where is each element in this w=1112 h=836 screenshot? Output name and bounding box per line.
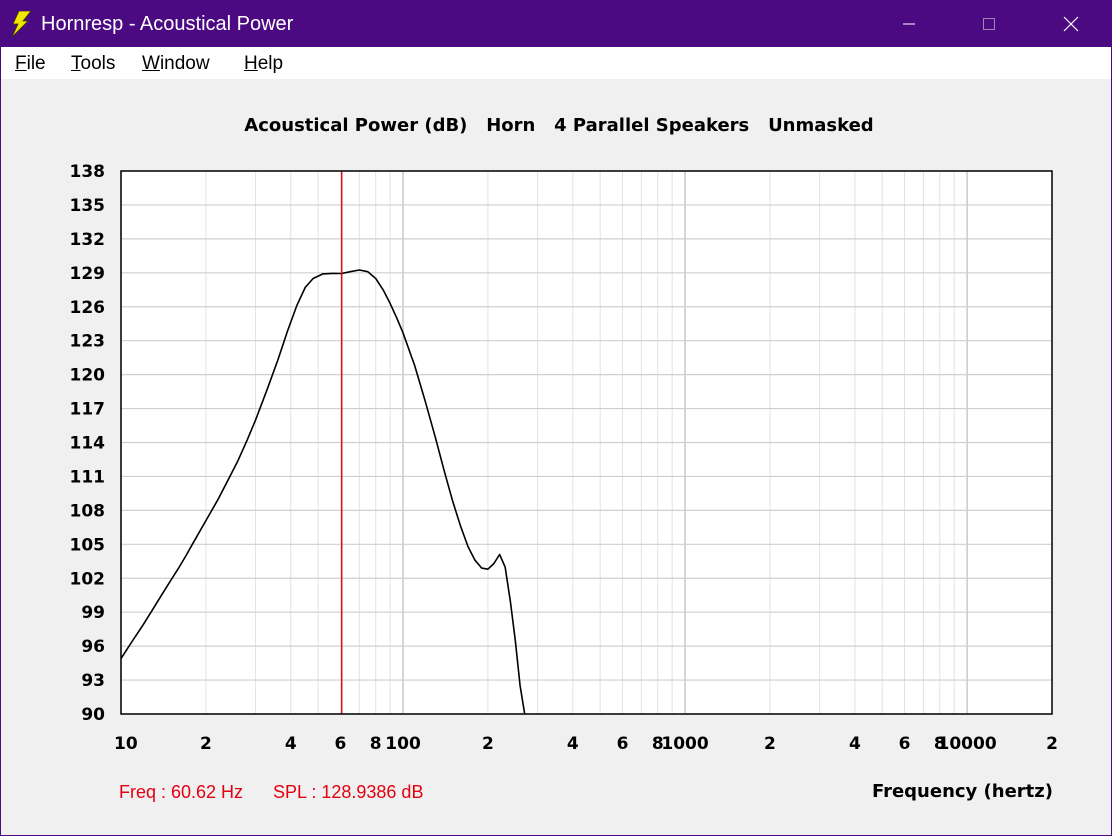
x-tick-label: 8 xyxy=(370,734,382,754)
y-tick-label: 108 xyxy=(70,501,106,521)
y-tick-label: 126 xyxy=(70,298,106,318)
y-tick-label: 117 xyxy=(70,400,106,420)
y-tick-label: 135 xyxy=(70,196,106,216)
y-tick-label: 93 xyxy=(81,671,105,691)
x-tick-label: 2 xyxy=(1046,734,1058,754)
y-tick-label: 99 xyxy=(81,603,105,623)
power-curve xyxy=(121,269,526,714)
close-button[interactable] xyxy=(1041,1,1101,47)
x-tick-label: 4 xyxy=(285,734,297,754)
y-tick-label: 120 xyxy=(70,366,106,386)
window-title: Hornresp - Acoustical Power xyxy=(41,13,294,35)
menu-window[interactable]: Window xyxy=(142,53,210,75)
x-tick-label: 6 xyxy=(617,734,629,754)
menu-tools-rest: ools xyxy=(80,53,116,74)
menu-bar: File Tools Window Help xyxy=(1,47,1111,79)
acoustical-power-chart[interactable]: 1381351321291261231201171141111081051029… xyxy=(1,151,1111,766)
menu-help-rest: elp xyxy=(257,53,284,74)
y-tick-label: 123 xyxy=(70,332,106,352)
x-tick-label: 8 xyxy=(652,734,664,754)
x-tick-label: 6 xyxy=(899,734,911,754)
y-tick-label: 102 xyxy=(70,569,106,589)
menu-tools[interactable]: Tools xyxy=(71,53,115,75)
x-tick-label: 4 xyxy=(567,734,579,754)
major-gridlines xyxy=(120,170,1052,715)
spl-readout: SPL : 128.9386 dB xyxy=(273,782,424,802)
y-tick-label: 132 xyxy=(70,230,106,250)
x-axis-label: Frequency (hertz) xyxy=(871,781,1053,802)
title-bar[interactable]: Hornresp - Acoustical Power xyxy=(1,1,1111,47)
x-tick-label: 100 xyxy=(385,734,421,754)
y-tick-label: 96 xyxy=(81,637,105,657)
y-tick-label: 111 xyxy=(70,467,106,487)
y-tick-label: 105 xyxy=(70,535,106,555)
y-tick-label: 90 xyxy=(81,705,105,725)
x-tick-label: 2 xyxy=(482,734,494,754)
x-tick-label: 6 xyxy=(335,734,347,754)
minimize-button[interactable] xyxy=(879,1,939,47)
chart-title: Acoustical Power (dB) Horn 4 Parallel Sp… xyxy=(244,115,874,136)
menu-help[interactable]: Help xyxy=(244,53,283,75)
maximize-button[interactable] xyxy=(959,1,1019,47)
menu-window-accel: W xyxy=(142,53,160,74)
x-tick-label: 2 xyxy=(764,734,776,754)
plot-frame xyxy=(120,170,1053,715)
x-tick-label: 8 xyxy=(934,734,946,754)
menu-file-rest: ile xyxy=(26,53,46,74)
frequency-readout: Freq : 60.62 Hz xyxy=(119,782,244,802)
maximize-icon xyxy=(983,18,995,30)
menu-window-rest: indow xyxy=(159,53,210,74)
y-tick-label: 138 xyxy=(70,162,106,182)
menu-tools-accel: T xyxy=(71,53,81,74)
close-icon xyxy=(1063,16,1079,32)
x-tick-label: 1000 xyxy=(661,734,708,754)
lightning-bolt-icon xyxy=(11,11,32,37)
menu-file-accel: F xyxy=(15,53,27,74)
y-tick-label: 129 xyxy=(70,264,106,284)
curve-layer xyxy=(121,269,526,714)
menu-help-accel: H xyxy=(244,53,258,74)
x-tick-label: 10000 xyxy=(938,734,997,754)
x-tick-label: 4 xyxy=(849,734,861,754)
x-tick-label: 2 xyxy=(200,734,212,754)
minimize-icon xyxy=(903,23,915,25)
y-tick-labels: 138 135 132 129 126 123 120 117 114 111 108 105 102 9… xyxy=(70,162,106,725)
menu-file[interactable]: File xyxy=(15,53,46,75)
y-tick-label: 114 xyxy=(70,434,106,454)
x-tick-label: 10 xyxy=(114,734,138,754)
